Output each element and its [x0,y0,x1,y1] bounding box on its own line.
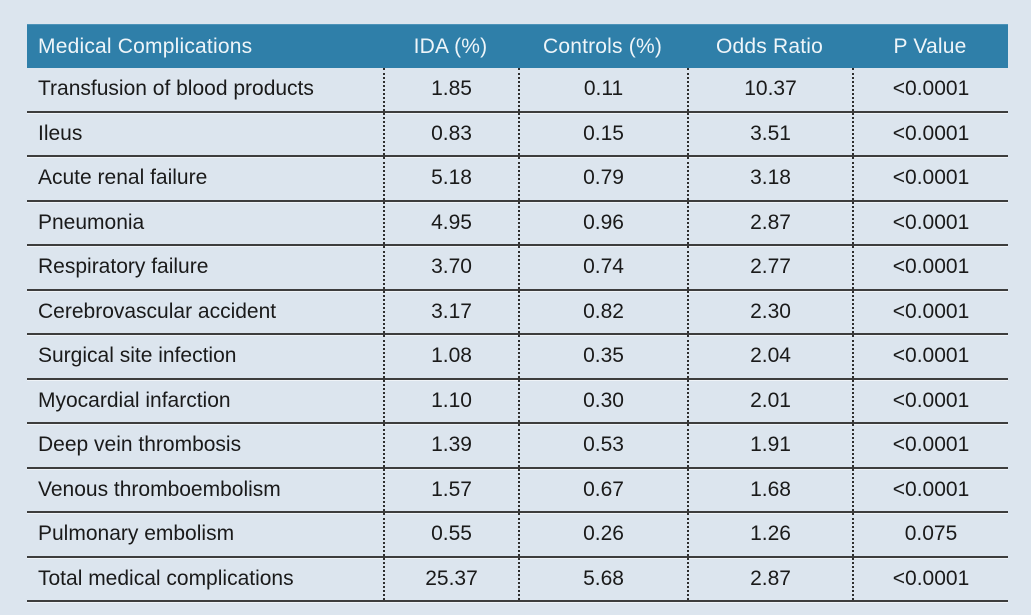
cell-p-value: <0.0001 [852,112,1008,155]
cell-ida-percent: 5.18 [383,157,518,200]
cell-p-value: <0.0001 [852,157,1008,200]
table-row: Ileus 0.83 0.15 3.51 <0.0001 [27,112,1008,157]
cell-p-value: <0.0001 [852,557,1008,600]
table-row: Myocardial infarction 1.10 0.30 2.01 <0.… [27,379,1008,424]
cell-odds-ratio: 1.91 [687,424,852,467]
cell-controls-percent: 0.96 [518,201,687,244]
cell-p-value: <0.0001 [852,379,1008,422]
cell-ida-percent: 1.57 [383,468,518,511]
cell-odds-ratio: 2.77 [687,246,852,289]
table-row: Pneumonia 4.95 0.96 2.87 <0.0001 [27,201,1008,246]
cell-complication: Surgical site infection [38,344,237,368]
header-p-value: P Value [893,34,967,58]
cell-p-value: <0.0001 [852,68,1008,111]
table-header-row: Medical Complications IDA (%) Controls (… [27,24,1008,68]
cell-odds-ratio: 2.87 [687,201,852,244]
cell-ida-percent: 1.85 [383,68,518,111]
cell-p-value: <0.0001 [852,335,1008,378]
cell-complication: Pneumonia [38,210,145,234]
cell-p-value: <0.0001 [852,424,1008,467]
cell-controls-percent: 0.74 [518,246,687,289]
table-body: Transfusion of blood products 1.85 0.11 … [27,68,1008,602]
cell-odds-ratio: 3.51 [687,112,852,155]
header-controls-percent: Controls (%) [542,34,663,58]
cell-controls-percent: 0.53 [518,424,687,467]
table-row: Respiratory failure 3.70 0.74 2.77 <0.00… [27,246,1008,291]
cell-odds-ratio: 2.01 [687,379,852,422]
header-ida-percent: IDA (%) [413,34,488,58]
table-row: Surgical site infection 1.08 0.35 2.04 <… [27,335,1008,380]
cell-ida-percent: 3.70 [383,246,518,289]
cell-complication: Myocardial infarction [38,388,231,412]
cell-ida-percent: 25.37 [383,557,518,600]
cell-p-value: 0.075 [852,513,1008,556]
table-row: Deep vein thrombosis 1.39 0.53 1.91 <0.0… [27,424,1008,469]
cell-p-value: <0.0001 [852,201,1008,244]
cell-complication: Acute renal failure [38,166,208,190]
table-row: Venous thromboembolism 1.57 0.67 1.68 <0… [27,468,1008,513]
cell-odds-ratio: 1.68 [687,468,852,511]
cell-ida-percent: 4.95 [383,201,518,244]
cell-ida-percent: 1.39 [383,424,518,467]
cell-controls-percent: 0.35 [518,335,687,378]
table-row: Pulmonary embolism 0.55 0.26 1.26 0.075 [27,513,1008,558]
cell-ida-percent: 0.83 [383,112,518,155]
cell-odds-ratio: 1.26 [687,513,852,556]
cell-ida-percent: 0.55 [383,513,518,556]
cell-controls-percent: 0.82 [518,290,687,333]
cell-complication: Ileus [38,121,83,145]
cell-complication: Deep vein thrombosis [38,433,242,457]
cell-odds-ratio: 2.04 [687,335,852,378]
cell-controls-percent: 0.11 [518,68,687,111]
complications-table: Medical Complications IDA (%) Controls (… [27,24,1008,602]
cell-ida-percent: 3.17 [383,290,518,333]
cell-odds-ratio: 2.87 [687,557,852,600]
cell-complication: Total medical complications [38,566,294,590]
cell-controls-percent: 0.15 [518,112,687,155]
cell-complication: Pulmonary embolism [38,522,235,546]
cell-controls-percent: 0.26 [518,513,687,556]
cell-p-value: <0.0001 [852,290,1008,333]
cell-odds-ratio: 3.18 [687,157,852,200]
cell-ida-percent: 1.10 [383,379,518,422]
cell-odds-ratio: 10.37 [687,68,852,111]
cell-complication: Venous thromboembolism [38,477,281,501]
cell-complication: Cerebrovascular accident [38,299,277,323]
table-row: Transfusion of blood products 1.85 0.11 … [27,68,1008,113]
cell-controls-percent: 0.67 [518,468,687,511]
cell-controls-percent: 5.68 [518,557,687,600]
cell-complication: Respiratory failure [38,255,209,279]
cell-controls-percent: 0.79 [518,157,687,200]
table-row: Cerebrovascular accident 3.17 0.82 2.30 … [27,290,1008,335]
table-row: Acute renal failure 5.18 0.79 3.18 <0.00… [27,157,1008,202]
cell-complication: Transfusion of blood products [38,77,314,101]
header-odds-ratio: Odds Ratio [715,34,824,58]
cell-p-value: <0.0001 [852,246,1008,289]
cell-controls-percent: 0.30 [518,379,687,422]
header-medical-complications: Medical Complications [38,34,253,58]
cell-odds-ratio: 2.30 [687,290,852,333]
cell-ida-percent: 1.08 [383,335,518,378]
table-row: Total medical complications 25.37 5.68 2… [27,557,1008,602]
cell-p-value: <0.0001 [852,468,1008,511]
